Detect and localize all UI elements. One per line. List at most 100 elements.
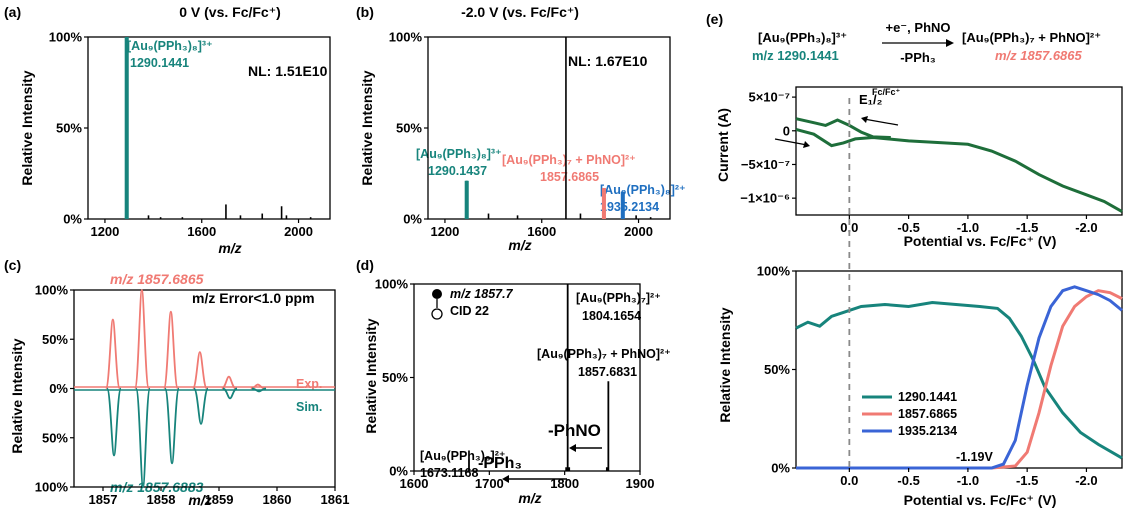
panel-b-label-3-species: [Au₉(PPh₃)₈]²⁺ [600,183,686,197]
panel-c-legend-sim: Sim. [296,400,322,414]
C-peak-0-2 [162,310,179,390]
D-xtick-2: 1800 [550,476,579,491]
panel-label-b: (b) [356,4,374,20]
legend-1935: 1935.2134 [898,424,957,438]
C-peak-0-3 [191,351,208,390]
e-half-superscript: Fc/Fc⁺ [872,87,901,97]
cv-forward-trace [795,127,1123,213]
panel-d-precursor: m/z 1857.7 [450,287,514,301]
C-xtick-3: 1860 [263,492,292,507]
panel-label-a: (a) [4,4,21,20]
panel-d-ylabel: Relative Intensity [363,318,379,433]
panel-a-peak-mz: 1290.1441 [130,56,189,70]
panel-a-title: 0 V (vs. Fc/Fc⁺) [179,4,281,20]
A-plot-xtick-0: 1200 [90,224,119,239]
B-plot-ytick-1: 50% [396,121,422,136]
C-peak-1-0 [106,387,122,457]
C-peak-0-1 [133,289,150,390]
panel-d-label-3-species: [Au₉(PPh₃)₆]²⁺ [420,449,505,463]
C-ytick-3: 50% [42,430,68,445]
panel-c-error-label: m/z Error<1.0 ppm [192,290,315,306]
panel-b-label-2-mz: 1857.6865 [540,170,599,184]
cv-forward-arrowhead [803,141,810,148]
E2-xtick-2: -1.0 [957,473,979,488]
A-plot-ytick-2: 100% [49,30,83,45]
E2-xtick-1: -0.5 [897,473,919,488]
C-peak-1-5 [251,387,267,393]
cv-reverse-arrowhead [861,116,868,123]
panel-a-xlabel: m/z [218,240,241,256]
scheme-reagent-top: +e⁻, PhNO [885,20,950,35]
panel-e-top: [Au₉(PPh₃)₈]³⁺ m/z 1290.1441 +e⁻, PhNO -… [715,20,1123,249]
C-xtick-2: 1859 [205,492,234,507]
E2-series-1290.1441 [795,300,1123,460]
A-plot-xtick-2: 2000 [284,224,313,239]
panel-b-title: -2.0 V (vs. Fc/Fc⁺) [461,4,579,20]
A-plot-ytick-0: 0% [63,212,82,227]
panel-a-ylabel: Relative Intensity [19,70,35,185]
E2-series-1857.6865 [796,289,1123,470]
scheme-reactant-mz: m/z 1290.1441 [752,48,839,63]
E2-xtick-3: -1.5 [1016,473,1038,488]
D-xtick-1: 1700 [475,476,504,491]
panel-d-label-3-mz: 1673.1168 [420,466,478,480]
B-plot-xtick-2: 2000 [624,224,653,239]
scheme-product: [Au₉(PPh₃)₇ + PhNO]²⁺ [962,30,1101,45]
panel-d-loss-pph3: -PPh₃ [478,455,522,472]
D-ytick-2: 100% [375,277,409,292]
D-ytick-1: 50% [382,370,408,385]
panel-e-top-xlabel: Potential vs. Fc/Fc⁺ (V) [904,233,1057,249]
panel-e-top-ylabel: Current (A) [715,108,731,182]
C-ytick-2: 0% [49,381,68,396]
loss-phno-arrowhead [569,444,576,452]
fragment-marker [431,308,443,320]
C-ytick-0: 100% [35,283,69,298]
panel-label-e: (e) [706,11,723,27]
E2-series-1935.2134 [796,285,1123,470]
C-ytick-4: 100% [35,480,69,495]
C-xtick-4: 1861 [321,492,350,507]
panel-b-label-1-mz: 1290.1437 [428,164,487,178]
panel-e-bottom-legend: 1290.1441 1857.6865 1935.2134 [862,390,957,438]
panel-a-peak-species: [Au₉(PPh₃)₈]³⁺ [127,39,213,53]
loss-pph3-arrowhead [502,475,509,483]
legend-1857: 1857.6865 [898,407,957,421]
E2-frame [795,270,1123,469]
E2-xtick-0: 0.0 [840,473,858,488]
C-xtick-1: 1858 [147,492,176,507]
panel-b-label-3-mz: 1935.2134 [600,200,659,214]
scheme-product-mz: m/z 1857.6865 [995,48,1083,63]
panel-a: 0 V (vs. Fc/Fc⁺) Relative Intensity m/z … [19,4,331,256]
C-peak-1-4 [222,387,238,400]
panel-c-legend-exp: Exp. [296,377,322,391]
C-peak-1-3 [193,387,209,425]
panel-b: -2.0 V (vs. Fc/Fc⁺) Relative Intensity m… [359,4,686,253]
cv-forward-arrow [774,138,808,146]
E1-xtick-1: -0.5 [897,220,919,235]
legend-1290: 1290.1441 [898,390,957,404]
scheme-reagent-bottom: -PPh₃ [900,50,936,65]
E1-ytick-2: −5×10⁻⁷ [741,157,790,172]
panel-b-ylabel: Relative Intensity [359,70,375,185]
B-plot-xtick-0: 1200 [430,224,459,239]
panel-b-label-1-species: [Au₉(PPh₃)₈]³⁺ [416,147,502,161]
panel-d-label-2-mz: 1857.6831 [578,365,637,379]
D-xtick-0: 1600 [400,476,429,491]
precursor-marker [432,289,442,299]
D-ytick-0: 0% [389,464,408,479]
E1-xtick-3: -1.5 [1016,220,1038,235]
panel-b-xlabel: m/z [508,237,531,253]
panel-d-label-1-mz: 1804.1654 [582,309,641,323]
E2-xtick-4: -2.0 [1075,473,1097,488]
panel-d-xlabel: m/z [518,490,541,506]
panel-c-top-label: m/z 1857.6865 [110,271,204,287]
e-half-label: E₁/₂ [859,92,883,107]
C-peak-1-1 [135,387,151,488]
panel-d: Relative Intensity m/z m/z 1857.7 CID 22… [363,277,671,507]
panel-label-c: (c) [4,257,21,273]
C-xtick-0: 1857 [89,492,118,507]
E2-ytick-1: 50% [764,362,790,377]
panel-b-nl: NL: 1.67E10 [568,53,648,69]
B-plot-xtick-1: 1600 [527,224,556,239]
panel-d-loss-phno: -PhNO [548,421,601,440]
